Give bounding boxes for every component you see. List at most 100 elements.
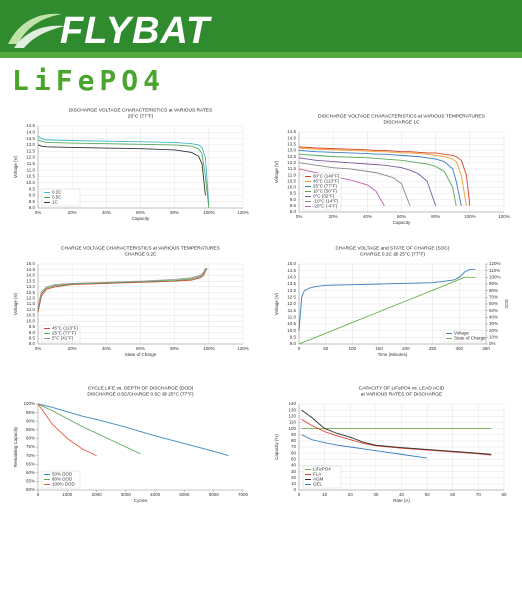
y-tick-label: 14.0 <box>26 129 35 134</box>
y-tick-label: 65% <box>26 461 35 466</box>
x-tick-label: 7000 <box>238 492 249 497</box>
legend-label: 45°C (113°F) <box>52 326 79 331</box>
y-tick-label: 11.0 <box>27 307 36 312</box>
x-tick-label: 20% <box>68 210 77 215</box>
y-tick-label: 11.0 <box>288 315 297 320</box>
chart-subtitle: CHARGE 0.2C <box>125 251 158 257</box>
data-line <box>301 409 492 455</box>
y-tick-label: 11.0 <box>288 172 297 177</box>
data-line <box>298 268 476 331</box>
x-tick-label: 40% <box>363 214 372 219</box>
legend-label: 0°C (32°F) <box>313 194 335 199</box>
y-tick-label: 10.5 <box>26 313 35 318</box>
y-tick-label: 100% <box>23 401 35 406</box>
y-tick-label: 10.0 <box>287 185 296 190</box>
x-tick-label: 40 <box>399 492 405 497</box>
y-tick-label: 13.0 <box>287 288 296 293</box>
x-tick-label: 80% <box>170 210 179 215</box>
data-line <box>298 168 385 207</box>
y-tick-label: 8.0 <box>29 205 36 210</box>
chart-subtitle: at VARIOUS RATES OF DISCHARGE <box>361 391 442 397</box>
y-tick-label: 8.5 <box>29 199 36 204</box>
y-axis-label: Voltage (V) <box>274 292 279 315</box>
y-tick-label: 10.5 <box>287 178 296 183</box>
x-tick-label: 40% <box>102 346 111 351</box>
y-tick-label: 60 <box>291 450 297 455</box>
y-tick-label: 70% <box>26 453 35 458</box>
y-tick-label: 130 <box>288 407 296 412</box>
chart-subtitle: DISCHARGE 0.5C/CHARGE 0.5C @ 25°C (77°F) <box>87 391 194 397</box>
data-line <box>37 139 210 209</box>
y-tick-label: 10.5 <box>26 174 35 179</box>
y-tick-label: 55% <box>26 479 35 484</box>
y-tick-label: 8.0 <box>29 341 36 346</box>
data-line <box>301 418 492 456</box>
x-tick-label: 200 <box>402 346 410 351</box>
y-tick-label: 14.0 <box>287 135 296 140</box>
x-tick-label: 50 <box>323 346 329 351</box>
legend-box <box>41 470 81 489</box>
y2-tick-label: 70% <box>489 295 498 300</box>
legend-label: 80% DOD <box>52 477 73 482</box>
data-line <box>298 150 462 206</box>
x-tick-label: 80% <box>170 346 179 351</box>
data-line <box>37 268 208 310</box>
chart-subtitle: CHARGE 0.2C @ 25°C (77°F) <box>360 251 425 257</box>
y-tick-label: 8.0 <box>290 209 297 214</box>
data-line <box>37 268 208 308</box>
x-tick-label: 100% <box>203 346 215 351</box>
y-tick-label: 9.5 <box>290 191 297 196</box>
y2-tick-label: 0% <box>489 341 496 346</box>
legend-label: 100% DOD <box>52 482 76 487</box>
chart-subtitle: DISCHARGE 1C <box>384 119 421 125</box>
data-line <box>37 403 141 455</box>
legend-label: -20°C (-4°F) <box>313 204 338 209</box>
y-axis-label: Voltage (V) <box>274 160 279 183</box>
logo-swoosh <box>14 25 66 48</box>
x-tick-label: 250 <box>429 346 437 351</box>
y-tick-label: 12.0 <box>26 155 35 160</box>
y-tick-label: 14.5 <box>26 267 35 272</box>
x-tick-label: 10 <box>322 492 328 497</box>
y-tick-label: 12.5 <box>26 148 35 153</box>
x-tick-label: 150 <box>375 346 383 351</box>
y-tick-label: 14.5 <box>287 129 296 134</box>
y-tick-label: 11.0 <box>27 167 36 172</box>
x-tick-label: 60% <box>397 214 406 219</box>
y-tick-label: 14.5 <box>287 268 296 273</box>
y2-tick-label: 100% <box>489 275 501 280</box>
y-tick-label: 13.5 <box>287 281 296 286</box>
header-stripe <box>0 52 522 58</box>
legend-label: 10°C (50°F) <box>313 189 337 194</box>
x-tick-label: 0% <box>35 346 42 351</box>
legend-label: 50% DOD <box>52 472 73 477</box>
data-line <box>298 157 437 206</box>
legend-label: GEL <box>313 482 323 487</box>
y-axis-label: Voltage (V) <box>13 292 18 315</box>
y-tick-label: 11.5 <box>288 166 297 171</box>
x-tick-label: 3000 <box>121 492 132 497</box>
y-tick-label: 110 <box>289 420 297 425</box>
legend-label: Voltage <box>454 331 470 336</box>
y-tick-label: 12.0 <box>26 295 35 300</box>
x-tick-label: 0 <box>37 492 40 497</box>
y2-tick-label: 20% <box>489 328 498 333</box>
y-tick-label: 75% <box>26 444 35 449</box>
x-tick-label: 70 <box>476 492 482 497</box>
y-tick-label: 15.0 <box>287 261 296 266</box>
y-tick-label: 11.5 <box>27 301 36 306</box>
y-tick-label: 13.5 <box>287 141 296 146</box>
y-tick-label: 9.5 <box>29 324 36 329</box>
chart-title: DISCHARGE VOLTAGE CHARACTERISTICS at VAR… <box>69 107 212 113</box>
legend-label: FLA <box>313 472 321 477</box>
legend-label: State of Charge <box>454 336 486 341</box>
data-line <box>298 162 411 207</box>
x-tick-label: 20% <box>329 214 338 219</box>
y-tick-label: 10 <box>291 481 297 486</box>
y-tick-label: 50 <box>291 456 297 461</box>
y-tick-label: 9.0 <box>29 193 36 198</box>
x-tick-label: 30 <box>373 492 379 497</box>
y-tick-label: 80% <box>26 436 35 441</box>
x-tick-label: 2000 <box>92 492 103 497</box>
